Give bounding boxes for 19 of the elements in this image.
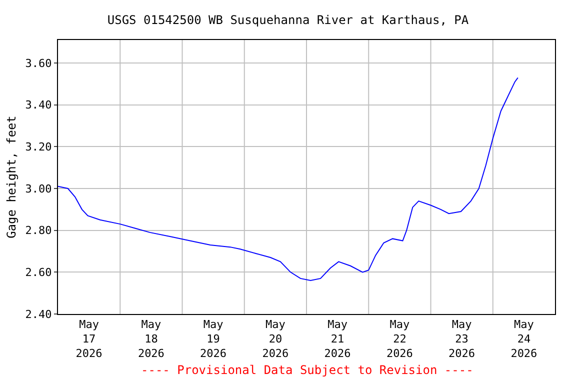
line-series [58, 77, 518, 282]
y-tick-label: 3.20 [25, 140, 52, 154]
x-tick-label: May 20 2026 [262, 318, 289, 360]
x-tick-label: May 18 2026 [138, 318, 164, 360]
y-tick-label: 3.40 [25, 98, 52, 112]
y-tick-label: 3.00 [25, 182, 52, 196]
chart-title: USGS 01542500 WB Susquehanna River at Karthaus, PA [107, 12, 470, 27]
y-tick-label: 3.60 [25, 56, 52, 70]
x-tick-label: May 24 2026 [510, 318, 538, 360]
y-axis-title: Gage height, feet [4, 116, 19, 238]
x-tick-label: May 22 2026 [386, 318, 413, 360]
x-tick-label: May 17 2026 [76, 318, 102, 360]
y-tick-label: 2.40 [25, 308, 52, 321]
x-tick-label: May 19 2026 [200, 318, 227, 360]
y-tick-label: 2.80 [25, 224, 52, 238]
x-tick-label: May 23 2026 [448, 318, 476, 360]
text: ---- Provisional Data Subject to Revision ---- [141, 363, 474, 377]
y-tick-label: 2.60 [25, 266, 52, 280]
x-tick-label: May 21 2026 [324, 318, 351, 360]
